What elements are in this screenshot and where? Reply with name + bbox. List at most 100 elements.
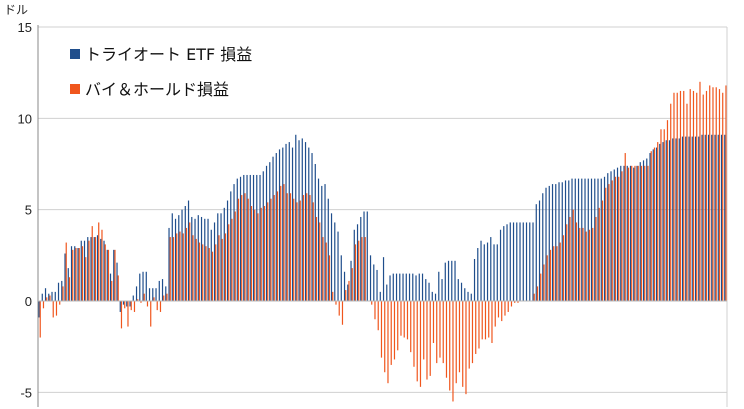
bar-buy-and-hold — [608, 184, 610, 301]
bar-buy-and-hold — [153, 297, 155, 301]
legend-label-buy-and-hold: バイ＆ホールド損益 — [85, 80, 229, 99]
bar-buy-and-hold — [650, 151, 652, 301]
bar-triauto — [493, 244, 495, 301]
bar-buy-and-hold — [452, 301, 454, 402]
bar-triauto — [509, 222, 511, 301]
bar-buy-and-hold — [198, 242, 201, 301]
bar-buy-and-hold — [137, 299, 139, 301]
bar-buy-and-hold — [328, 255, 331, 301]
bar-triauto — [434, 293, 437, 301]
bar-buy-and-hold — [224, 233, 227, 301]
bar-buy-and-hold — [471, 301, 474, 364]
bar-triauto — [67, 268, 69, 301]
bar-buy-and-hold — [413, 301, 415, 367]
bar-triauto — [100, 238, 102, 301]
bar-buy-and-hold — [478, 301, 480, 349]
bar-triauto — [623, 165, 625, 301]
bar-buy-and-hold — [715, 87, 717, 301]
bar-triauto — [96, 235, 99, 301]
bar-triauto — [256, 174, 258, 301]
bar-triauto — [239, 176, 242, 301]
bar-buy-and-hold — [65, 242, 67, 301]
bar-buy-and-hold — [335, 301, 337, 305]
bar-triauto — [187, 200, 190, 301]
bar-buy-and-hold — [468, 301, 470, 369]
bar-triauto — [480, 240, 482, 301]
bar-buy-and-hold — [371, 301, 373, 305]
bar-buy-and-hold — [276, 191, 279, 301]
bar-triauto — [226, 200, 229, 301]
bar-triauto — [405, 273, 407, 301]
bar-buy-and-hold — [143, 293, 145, 301]
bar-triauto — [590, 178, 593, 301]
bar-triauto — [337, 231, 339, 301]
bar-triauto — [558, 182, 560, 301]
bar-triauto — [668, 140, 671, 301]
bar-triauto — [402, 273, 404, 301]
bar-triauto — [93, 237, 95, 301]
bar-buy-and-hold — [699, 81, 701, 301]
bar-triauto — [477, 248, 479, 301]
bar-buy-and-hold — [692, 90, 695, 302]
bar-triauto — [577, 178, 580, 301]
bar-triauto — [122, 301, 125, 305]
bar-triauto — [447, 260, 450, 301]
bar-triauto — [168, 227, 170, 301]
bar-triauto — [106, 249, 108, 301]
bar-buy-and-hold — [475, 301, 477, 354]
bar-triauto — [538, 200, 541, 301]
bar-triauto — [44, 288, 47, 301]
bar-buy-and-hold — [621, 171, 623, 301]
bar-triauto — [291, 147, 294, 301]
bar-buy-and-hold — [176, 233, 178, 301]
bar-triauto — [145, 271, 147, 301]
bar-triauto — [155, 288, 157, 301]
bar-triauto — [282, 147, 284, 301]
bar-buy-and-hold — [410, 301, 412, 353]
bar-buy-and-hold — [150, 301, 152, 327]
bar-triauto — [220, 213, 222, 301]
bar-triauto — [642, 160, 645, 301]
bar-triauto — [171, 213, 173, 301]
bar-buy-and-hold — [569, 216, 571, 301]
bar-triauto — [662, 142, 664, 301]
bar-triauto — [652, 149, 654, 301]
bar-buy-and-hold — [374, 301, 376, 320]
bar-triauto — [51, 291, 53, 301]
bar-triauto — [548, 185, 550, 301]
bar-buy-and-hold — [488, 301, 490, 338]
bar-triauto — [470, 293, 472, 301]
bar-buy-and-hold — [384, 301, 386, 373]
bar-triauto — [252, 174, 255, 301]
bar-buy-and-hold — [377, 301, 379, 331]
bar-buy-and-hold — [481, 301, 483, 340]
bar-triauto — [181, 209, 183, 301]
y-tick-label: -5 — [20, 385, 32, 400]
bar-buy-and-hold — [397, 301, 399, 351]
bar-buy-and-hold — [601, 200, 604, 301]
bar-buy-and-hold — [510, 301, 513, 307]
bar-triauto — [321, 185, 323, 301]
bar-buy-and-hold — [319, 222, 321, 301]
bar-triauto — [519, 222, 521, 301]
bar-buy-and-hold — [494, 301, 496, 327]
bar-buy-and-hold — [75, 248, 77, 301]
y-tick-label: 15 — [18, 20, 32, 35]
bar-triauto — [529, 222, 531, 301]
bar-buy-and-hold — [364, 237, 366, 301]
bar-buy-and-hold — [55, 301, 58, 316]
bar-buy-and-hold — [358, 240, 360, 301]
bar-buy-and-hold — [312, 202, 314, 301]
bar-triauto — [522, 222, 524, 301]
bar-triauto — [428, 282, 430, 301]
bar-triauto — [135, 286, 138, 301]
bar-buy-and-hold — [689, 89, 691, 301]
bar-buy-and-hold — [455, 301, 457, 384]
bar-triauto — [90, 237, 92, 301]
bar-buy-and-hold — [595, 216, 597, 301]
bar-triauto — [152, 288, 154, 301]
bar-triauto — [54, 291, 56, 301]
bar-triauto — [499, 229, 502, 301]
bar-triauto — [691, 136, 693, 301]
bar-triauto — [38, 301, 40, 318]
